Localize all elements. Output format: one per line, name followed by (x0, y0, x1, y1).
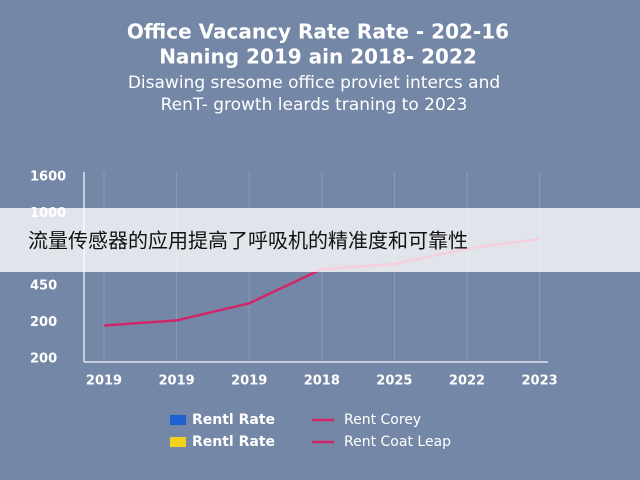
y-tick-label: 1600 (30, 170, 66, 185)
y-tick-label: 450 (30, 279, 57, 294)
chart-title: Naning 2019 ain 2018- 2022 (159, 45, 477, 69)
x-tick-label: 2022 (449, 374, 485, 389)
chart-subtitle: RenT- growth leards traning to 2023 (161, 95, 468, 115)
y-tick-label: 200 (30, 352, 57, 367)
legend-label: Rentl Rate (192, 434, 275, 450)
caption-text: 流量传感器的应用提高了呼吸机的精准度和可靠性 (28, 229, 468, 253)
chart-title: Office Vacancy Rate Rate - 202-16 (127, 20, 509, 44)
legend-swatch (170, 437, 186, 447)
chart-subtitle: Disawing sresome office proviet intercs … (128, 73, 500, 93)
legend-swatch (170, 415, 186, 425)
x-tick-label: 2023 (522, 374, 558, 389)
legend: Rentl Rate Rentl Rate Rent Corey Rent Coat … (170, 412, 451, 450)
legend-label: Rent Corey (344, 412, 421, 428)
x-tick-label: 2019 (159, 374, 195, 389)
x-tick-label: 2018 (304, 374, 340, 389)
x-tick-label: 2019 (231, 374, 267, 389)
y-tick-label: 200 (30, 315, 57, 330)
x-tick-label: 2025 (376, 374, 412, 389)
legend-label: Rent Coat Leap (344, 434, 451, 450)
x-tick-label: 2019 (86, 374, 122, 389)
caption-banner (0, 208, 640, 272)
legend-label: Rentl Rate (192, 412, 275, 428)
